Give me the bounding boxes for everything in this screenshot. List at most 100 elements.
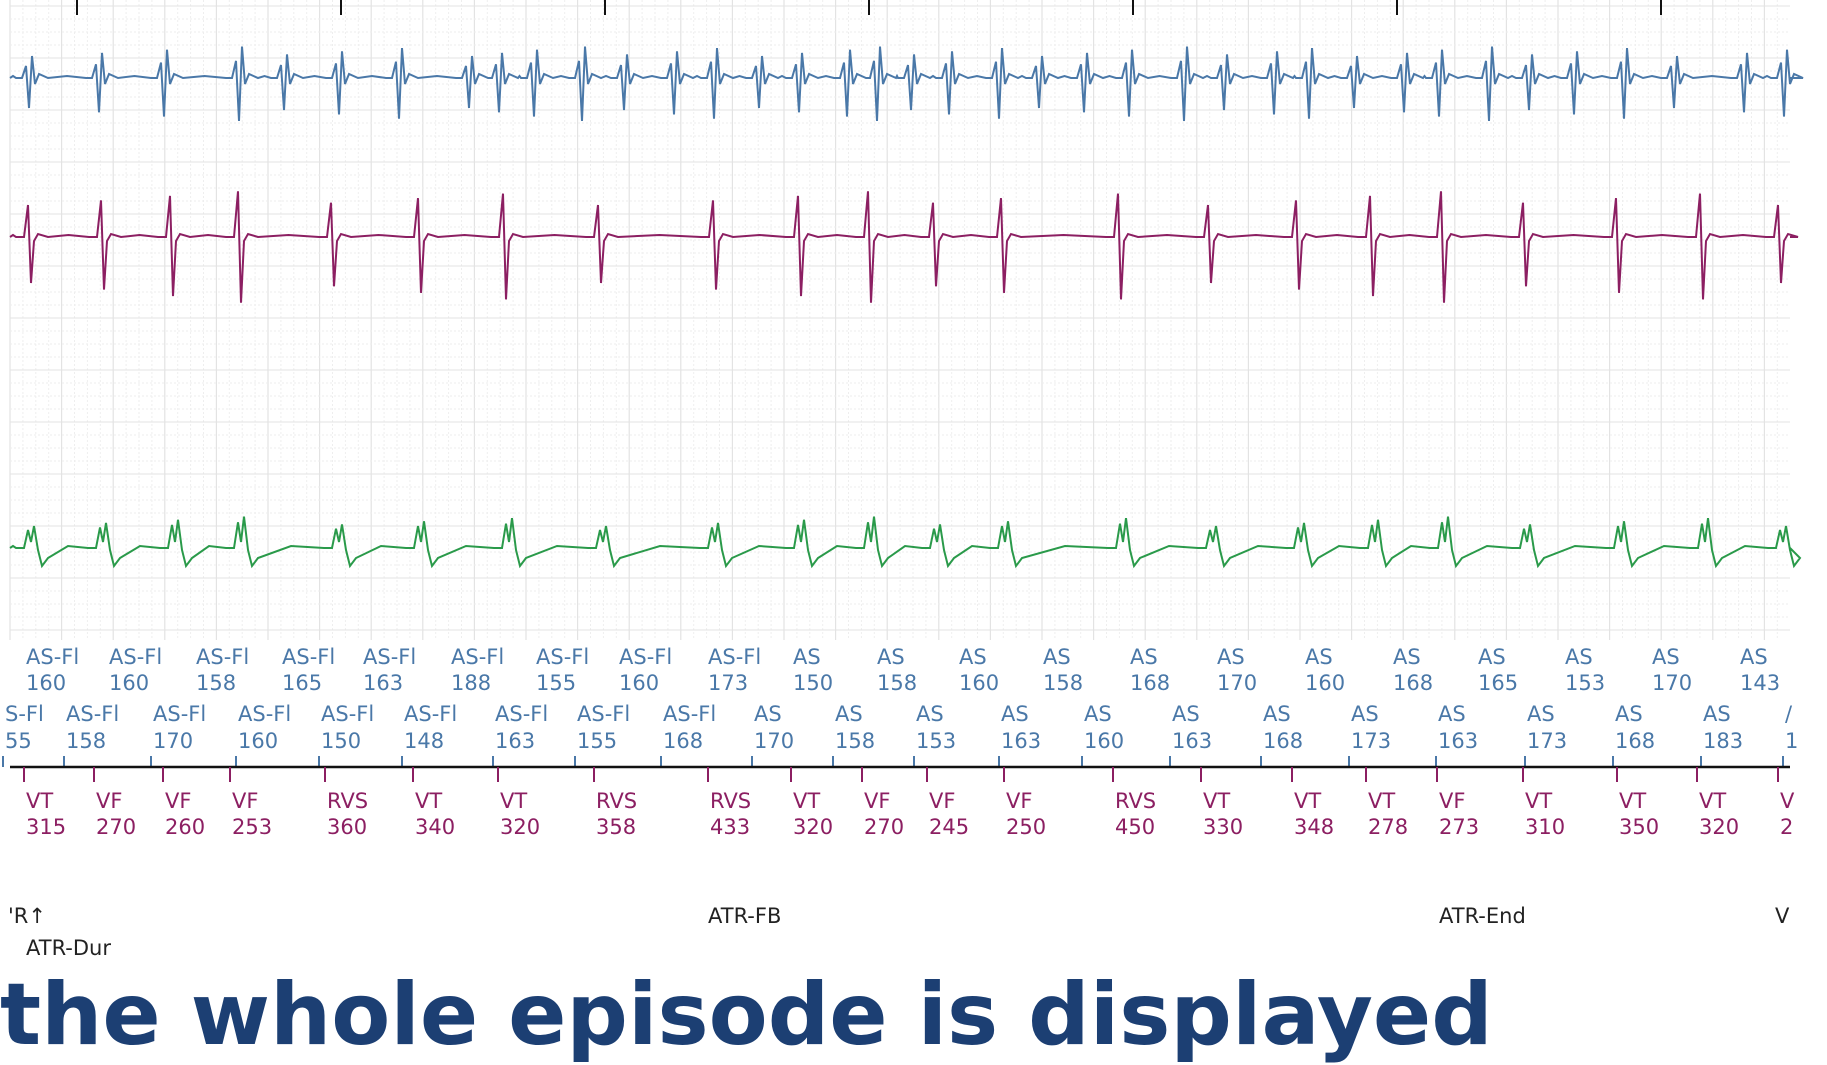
marker-label: AS-Fl <box>619 645 672 669</box>
marker-value: 273 <box>1439 815 1479 839</box>
marker-value: 170 <box>153 729 193 753</box>
marker-label: VT <box>1368 789 1395 813</box>
marker-value: 320 <box>500 815 540 839</box>
marker-label: AS <box>1217 645 1245 669</box>
atr-start-annotation: 'R↑ <box>8 904 46 928</box>
marker-label: VT <box>26 789 53 813</box>
marker-label: AS-Fl <box>708 645 761 669</box>
marker-label: VF <box>232 789 258 813</box>
marker-value: 165 <box>282 671 322 695</box>
marker-value: 163 <box>363 671 403 695</box>
marker-label: AS-Fl <box>109 645 162 669</box>
marker-label: VT <box>500 789 527 813</box>
marker-label: AS-Fl <box>451 645 504 669</box>
marker-label: AS-Fl <box>153 702 206 726</box>
marker-label: AS <box>1565 645 1593 669</box>
marker-label: AS <box>1351 702 1379 726</box>
episode-annotations: 'R↑ ATR-Dur ATR-FB ATR-End V <box>8 904 1790 960</box>
marker-value: 158 <box>66 729 106 753</box>
marker-label: VF <box>165 789 191 813</box>
marker-label: AS <box>835 702 863 726</box>
marker-value: 245 <box>929 815 969 839</box>
marker-value: 143 <box>1740 671 1780 695</box>
marker-value: 163 <box>1438 729 1478 753</box>
marker-value: 150 <box>321 729 361 753</box>
marker-label: AS <box>1172 702 1200 726</box>
marker-value: 278 <box>1368 815 1408 839</box>
farfield-egm-trace <box>9 516 1802 569</box>
marker-label: VT <box>793 789 820 813</box>
marker-value: 183 <box>1703 729 1743 753</box>
marker-value: 315 <box>26 815 66 839</box>
marker-label: RVS <box>327 789 368 813</box>
marker-value: 148 <box>404 729 444 753</box>
marker-value: 350 <box>1619 815 1659 839</box>
marker-value: 168 <box>1263 729 1303 753</box>
marker-label: VF <box>864 789 890 813</box>
atrial-marker-row-1: AS-Fl160AS-Fl160AS-Fl158AS-Fl165AS-Fl163… <box>26 645 1780 695</box>
marker-label: VF <box>1006 789 1032 813</box>
marker-value: 433 <box>710 815 750 839</box>
marker-label: AS-Fl <box>577 702 630 726</box>
marker-value: 155 <box>577 729 617 753</box>
marker-value: 160 <box>619 671 659 695</box>
marker-value: 160 <box>26 671 66 695</box>
marker-label: RVS <box>710 789 751 813</box>
marker-value: 150 <box>793 671 833 695</box>
marker-value: 160 <box>109 671 149 695</box>
marker-label: VT <box>1203 789 1230 813</box>
marker-label: AS <box>1393 645 1421 669</box>
egm-grid <box>9 0 1790 640</box>
marker-label: AS <box>877 645 905 669</box>
marker-value: 158 <box>877 671 917 695</box>
marker-value: 168 <box>1393 671 1433 695</box>
marker-value: 1 <box>1785 729 1798 753</box>
marker-label: AS <box>754 702 782 726</box>
marker-label: AS <box>1527 702 1555 726</box>
marker-value: 253 <box>232 815 272 839</box>
marker-label: AS <box>1703 702 1731 726</box>
marker-label: RVS <box>596 789 637 813</box>
ventricular-egm-trace <box>9 191 1799 303</box>
marker-label: AS-Fl <box>404 702 457 726</box>
atr-fb-annotation: ATR-FB <box>708 904 781 928</box>
marker-value: 348 <box>1294 815 1334 839</box>
marker-value: 320 <box>1699 815 1739 839</box>
marker-label: AS <box>1305 645 1333 669</box>
marker-label: AS-Fl <box>282 645 335 669</box>
marker-label: S-Fl <box>5 702 44 726</box>
marker-value: 310 <box>1525 815 1565 839</box>
marker-value: 170 <box>1652 671 1692 695</box>
marker-label: VT <box>1294 789 1321 813</box>
marker-label: AS <box>1740 645 1768 669</box>
marker-value: 155 <box>536 671 576 695</box>
marker-value: 163 <box>1001 729 1041 753</box>
marker-value: 360 <box>327 815 367 839</box>
marker-value: 250 <box>1006 815 1046 839</box>
egm-strip: AS-Fl160AS-Fl160AS-Fl158AS-Fl165AS-Fl163… <box>2 0 1804 960</box>
marker-label: V <box>1780 789 1795 813</box>
marker-value: 170 <box>1217 671 1257 695</box>
marker-value: 168 <box>1615 729 1655 753</box>
marker-label: VT <box>1525 789 1552 813</box>
marker-value: 158 <box>1043 671 1083 695</box>
marker-value: 158 <box>835 729 875 753</box>
marker-label: AS <box>1615 702 1643 726</box>
marker-value: 158 <box>196 671 236 695</box>
marker-value: 160 <box>959 671 999 695</box>
marker-label: AS-Fl <box>66 702 119 726</box>
marker-value: 160 <box>238 729 278 753</box>
marker-label: AS <box>1084 702 1112 726</box>
marker-value: 2 <box>1780 815 1793 839</box>
marker-label: AS <box>1130 645 1158 669</box>
marker-label: AS <box>793 645 821 669</box>
marker-label: AS-Fl <box>321 702 374 726</box>
marker-value: 168 <box>1130 671 1170 695</box>
marker-value: 270 <box>96 815 136 839</box>
marker-label: VF <box>96 789 122 813</box>
marker-label: AS-Fl <box>26 645 79 669</box>
marker-value: 358 <box>596 815 636 839</box>
marker-label: AS <box>1043 645 1071 669</box>
atr-end-annotation: ATR-End <box>1439 904 1526 928</box>
atrial-marker-row-2: S-Fl 55 AS-Fl 158 AS-Fl 170 AS-Fl 160 AS-Fl 150 AS… <box>2 702 1798 767</box>
